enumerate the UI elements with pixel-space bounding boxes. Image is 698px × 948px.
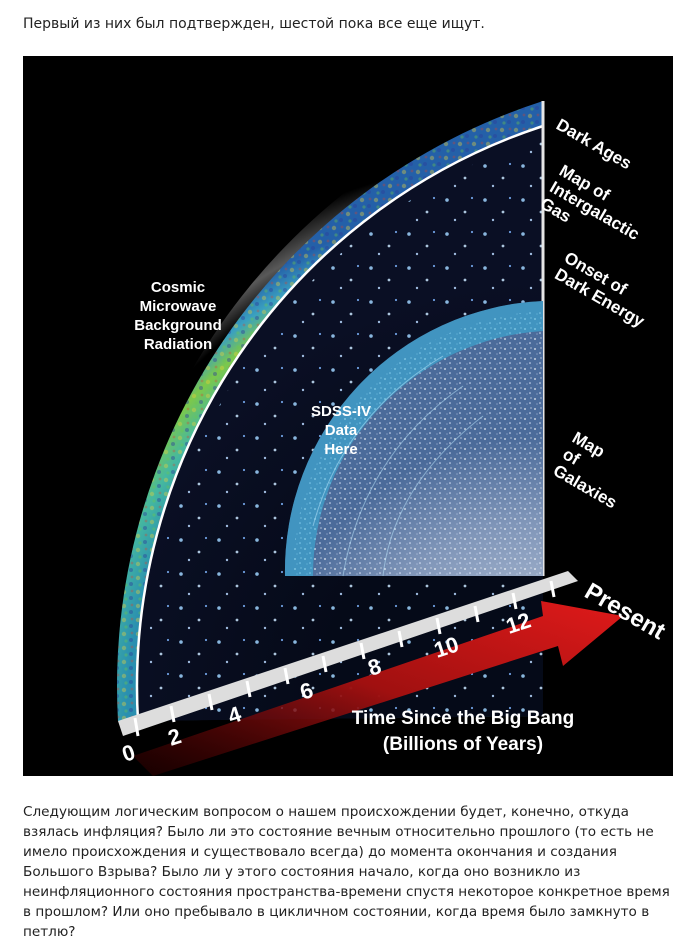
sdss-grid-lines bbox=[312, 355, 484, 577]
sdss-shell bbox=[284, 301, 543, 576]
cosmic-timeline-illustration: 0 2 4 6 8 10 12 Present Time Since the B… bbox=[23, 56, 673, 776]
galaxy-map-points bbox=[292, 311, 543, 576]
sdss-label-line-1: SDSS-IV bbox=[311, 403, 371, 420]
illustration-svg: 0 2 4 6 8 10 12 Present Time Since the B… bbox=[107, 86, 670, 776]
sdss-label-line-2: Data bbox=[325, 422, 358, 439]
epoch-dark-energy: Onset of Dark Energy bbox=[552, 248, 649, 331]
axis-title-line-2: (Billions of Years) bbox=[383, 734, 543, 755]
epoch-galaxies: Map of Galaxies bbox=[550, 428, 620, 512]
sdss-label-line-3: Here bbox=[324, 441, 357, 458]
cmb-label-line-3: Background bbox=[134, 317, 222, 334]
cmb-label-line-2: Microwave bbox=[140, 298, 217, 315]
epoch-intergalactic-gas: Map of Intergalactic Gas bbox=[537, 161, 643, 244]
cmb-label: Cosmic Microwave Background Radiation bbox=[134, 279, 222, 353]
tick-label-0: 0 bbox=[119, 739, 138, 767]
body-paragraph: Следующим логическим вопросом о нашем пр… bbox=[23, 804, 670, 940]
cmb-boundary-line bbox=[135, 124, 544, 722]
cmb-label-line-4: Radiation bbox=[144, 336, 212, 353]
axis-title-line-1: Time Since the Big Bang bbox=[352, 708, 574, 729]
sdss-label: SDSS-IV Data Here bbox=[311, 403, 371, 458]
tick-marks bbox=[133, 580, 556, 737]
epoch-galaxies-line-3: Galaxies bbox=[550, 461, 620, 512]
intro-text: Первый из них был подтвержден, шестой по… bbox=[23, 16, 485, 32]
time-arrow bbox=[133, 601, 623, 776]
time-axis-base bbox=[118, 571, 578, 736]
cmb-label-line-1: Cosmic bbox=[151, 279, 205, 296]
